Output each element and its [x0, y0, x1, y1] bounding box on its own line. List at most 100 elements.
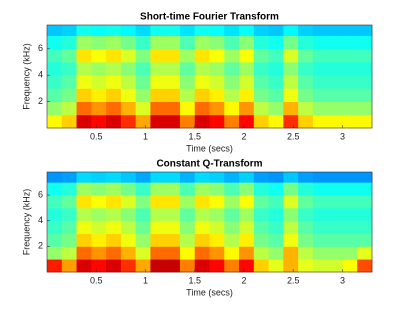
cell [268, 246, 284, 260]
cell [135, 182, 151, 196]
cell [283, 35, 299, 50]
cell [47, 182, 63, 196]
cell [120, 101, 137, 116]
cell [209, 101, 225, 116]
cell [91, 35, 107, 50]
cell [135, 172, 151, 183]
cell [150, 172, 166, 183]
cell [165, 259, 181, 273]
cell [312, 207, 329, 222]
cell [283, 259, 299, 273]
cell [61, 101, 77, 116]
cell [165, 35, 181, 50]
cell [179, 182, 196, 196]
cell [357, 61, 373, 76]
cell [135, 233, 151, 247]
cell [253, 114, 269, 129]
cell [91, 220, 107, 234]
cell [47, 220, 63, 234]
cell [342, 88, 358, 102]
cell [135, 61, 151, 76]
x-tick-label: 1 [143, 131, 148, 141]
cell [239, 246, 255, 260]
cell [268, 207, 284, 222]
cell [91, 25, 107, 36]
cell [253, 220, 269, 234]
cell [268, 182, 284, 196]
cell [253, 207, 269, 222]
cell [239, 88, 255, 102]
cell [312, 101, 329, 116]
cell [91, 114, 107, 129]
cell [47, 259, 63, 273]
cell [106, 75, 122, 89]
cell [91, 61, 107, 76]
cell [268, 75, 284, 89]
cell [327, 259, 343, 273]
cell [253, 182, 269, 196]
cell [224, 182, 240, 196]
x-tick-label: 1.5 [188, 275, 201, 285]
cell [327, 88, 343, 102]
cell [239, 233, 255, 247]
cell [239, 61, 255, 76]
cell [224, 233, 240, 247]
cell [61, 207, 77, 222]
cell [120, 25, 137, 36]
cell [135, 259, 151, 273]
cell [76, 114, 92, 129]
cell [253, 25, 269, 36]
cell [106, 88, 122, 102]
cell [76, 61, 92, 76]
cell [76, 35, 92, 50]
cell [165, 233, 181, 247]
cell [194, 207, 210, 222]
x-tick-label: 3 [340, 275, 345, 285]
cell [135, 35, 151, 50]
cell [47, 233, 63, 247]
cell [150, 207, 166, 222]
cell [120, 75, 137, 89]
cell [91, 259, 107, 273]
cell [179, 233, 196, 247]
cell [357, 25, 373, 36]
cell [106, 48, 122, 63]
cell [283, 220, 299, 234]
cell [120, 207, 137, 222]
cell [239, 48, 255, 63]
cell [179, 88, 196, 102]
x-tick-label: 2 [241, 131, 246, 141]
cell [224, 259, 240, 273]
cell [76, 220, 92, 234]
cell [61, 35, 77, 50]
cell [224, 195, 240, 209]
cell [150, 259, 166, 273]
cell [312, 48, 329, 63]
cell [224, 246, 240, 260]
y-tick-label: 6 [38, 189, 43, 199]
cell [194, 35, 210, 50]
cell [283, 25, 299, 36]
cell [312, 35, 329, 50]
cell [342, 233, 358, 247]
cell [194, 75, 210, 89]
cell [342, 61, 358, 76]
cell [47, 207, 63, 222]
cell [179, 75, 196, 89]
cell [76, 233, 92, 247]
cell [312, 259, 329, 273]
cell [342, 101, 358, 116]
cell [253, 259, 269, 273]
cell [298, 75, 314, 89]
cell [298, 35, 314, 50]
cell [106, 114, 122, 129]
cell [298, 195, 314, 209]
cell [120, 35, 137, 50]
cell [194, 233, 210, 247]
cell [76, 207, 92, 222]
cell [76, 195, 92, 209]
cell [209, 61, 225, 76]
cell [150, 25, 166, 36]
cell [312, 75, 329, 89]
